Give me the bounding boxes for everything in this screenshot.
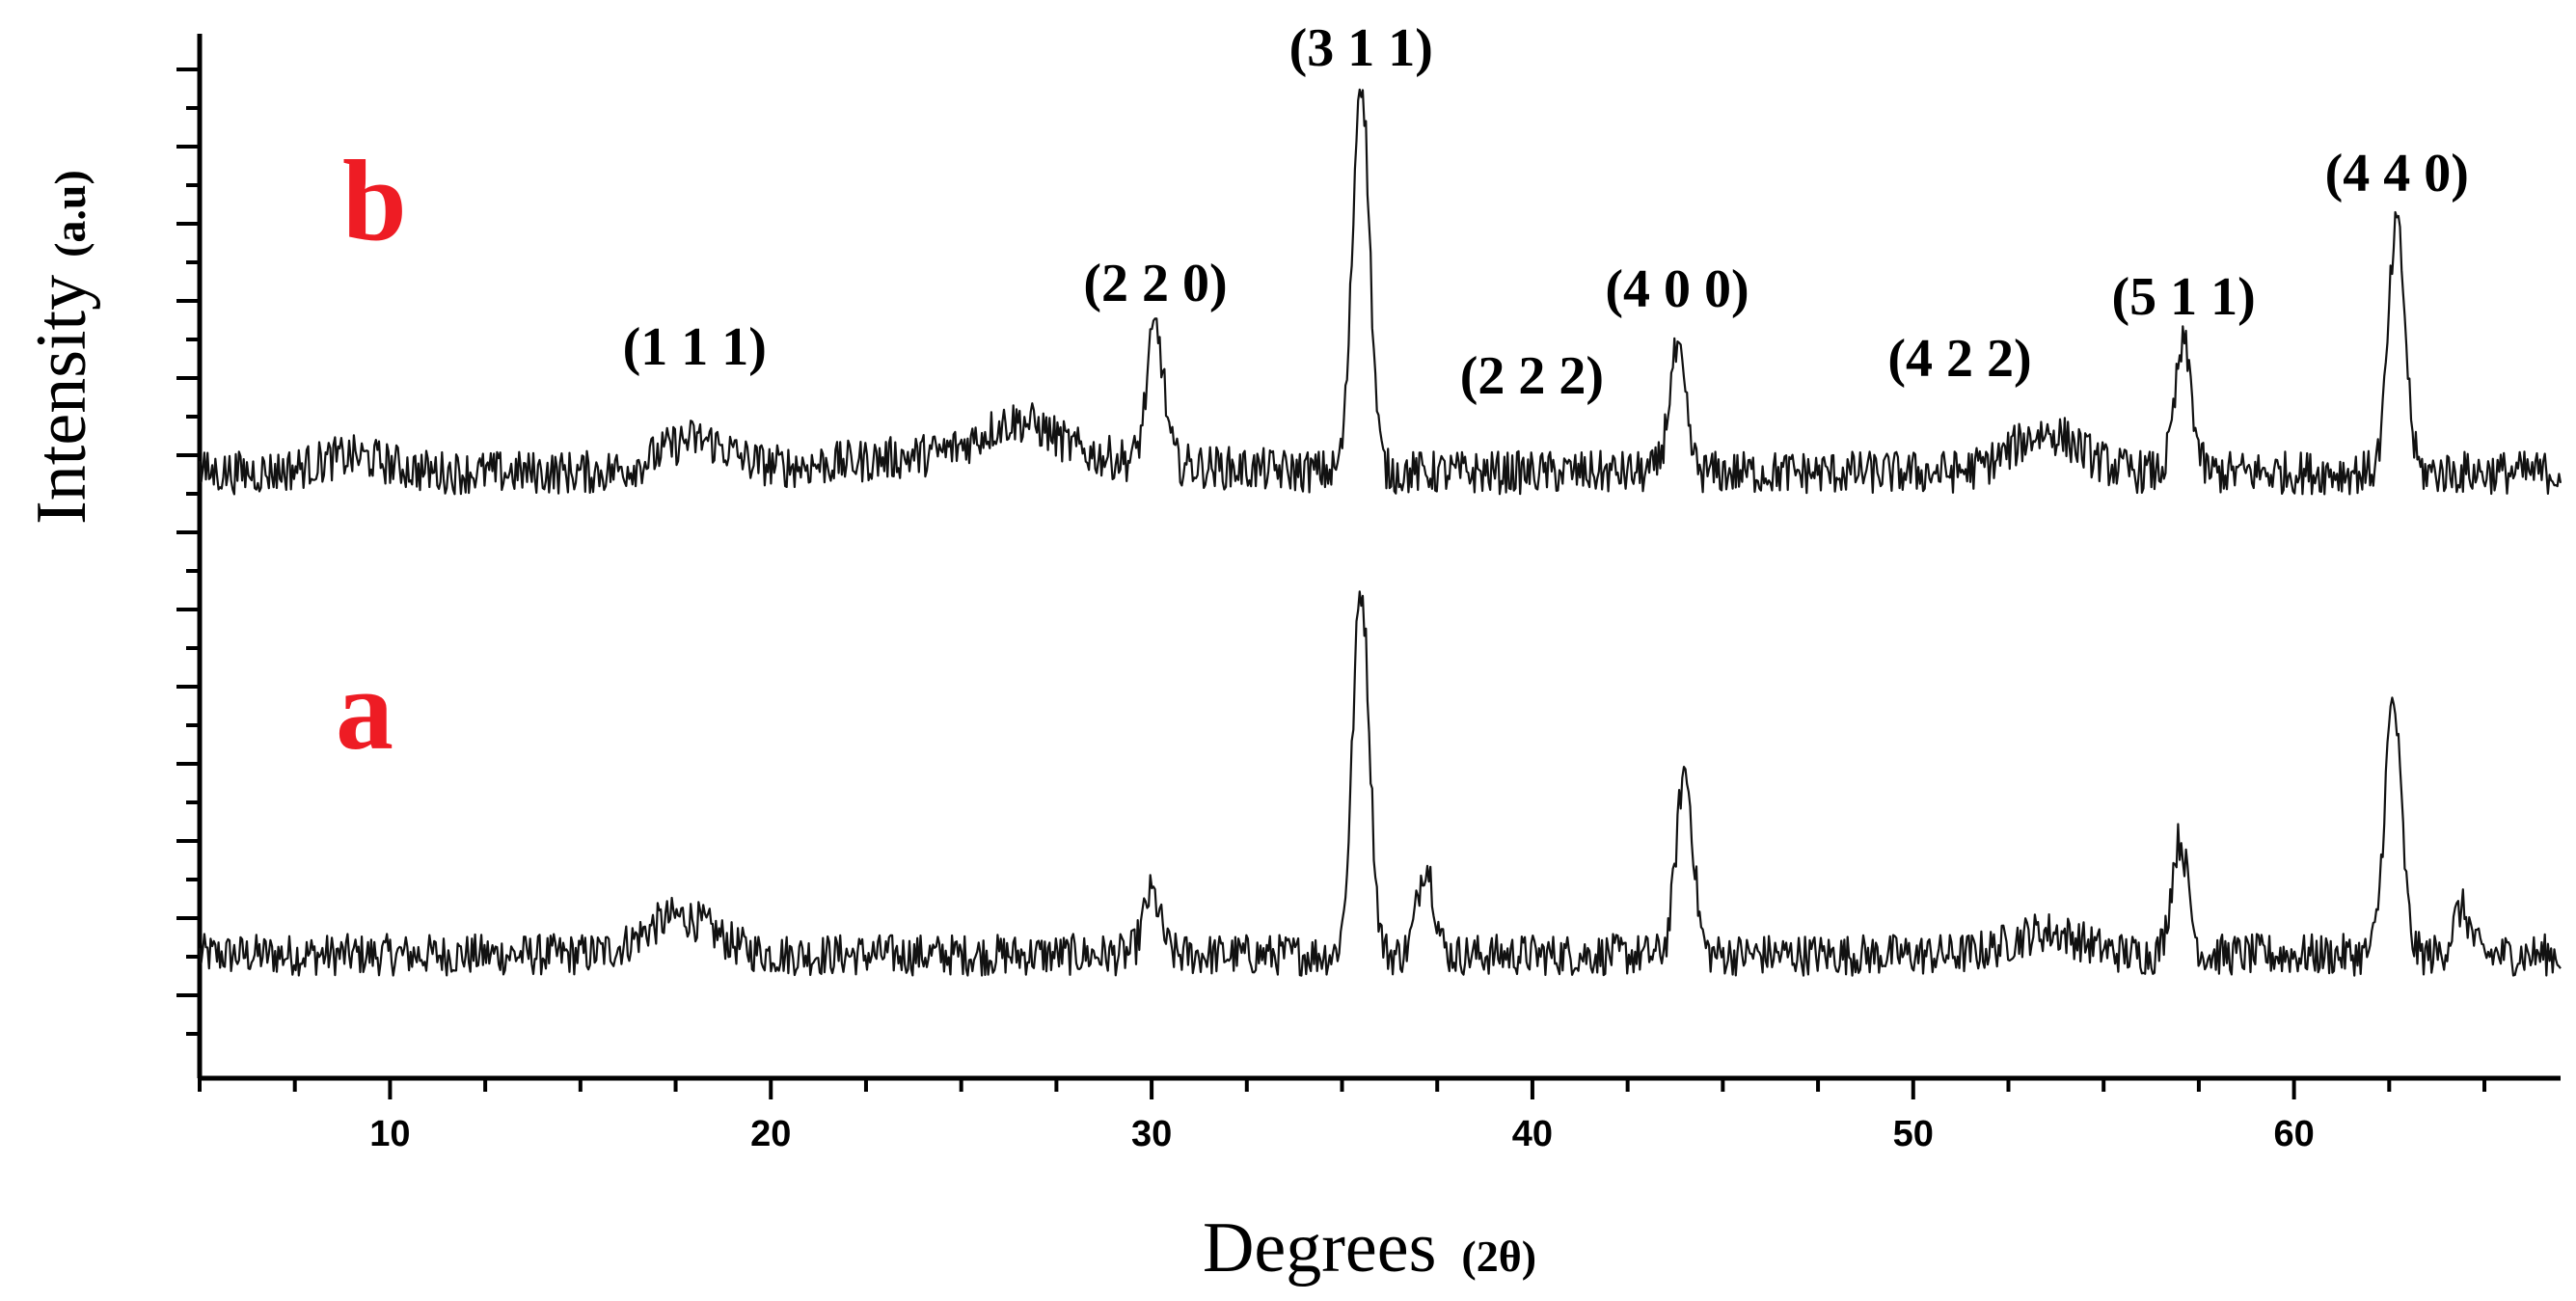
x-tick-label: 40 [1512,1114,1553,1154]
series-label-a: a [336,645,393,773]
x-tick-label: 30 [1131,1114,1172,1154]
peak-label: (4 0 0) [1605,259,1749,319]
x-axis-label: Degrees [1203,1208,1436,1287]
peak-label: (4 4 0) [2325,144,2469,203]
svg-text:Degrees (2θ): Degrees (2θ) [1203,1208,1536,1287]
peak-label: (2 2 0) [1083,254,1227,313]
x-axis-unit: (2θ) [1461,1232,1536,1281]
peak-label: (1 1 1) [623,317,767,377]
x-tick-label: 60 [2273,1114,2314,1154]
x-tick-label: 50 [1893,1114,1934,1154]
x-tick-label: 20 [750,1114,791,1154]
y-axis-unit: (a.u) [45,170,95,257]
peak-label: (5 1 1) [2111,267,2255,327]
x-axis-title: Degrees (2θ) [1203,1208,1536,1287]
y-axis-title: Intensity (a.u) [22,170,101,525]
y-axis-label: Intensity [22,275,101,525]
axes: 10 20 30 40 50 60 [176,34,2561,1154]
svg-text:Intensity (a.u): Intensity (a.u) [22,170,101,525]
peak-label: (2 2 2) [1460,346,1604,406]
y-ticks [176,68,200,1036]
series-b-line [198,88,2562,496]
peak-label: (3 1 1) [1289,18,1433,78]
peak-label: (4 2 2) [1887,329,2031,389]
x-ticks: 10 20 30 40 50 60 [198,1078,2487,1154]
peak-annotations: (1 1 1) (2 2 0) (3 1 1) (2 2 2)(4 0 0) (4 2 … [623,18,2469,406]
series-label-b: b [342,136,407,264]
traces [198,88,2562,977]
series-a-line [198,590,2562,977]
x-tick-label: 10 [369,1114,410,1154]
